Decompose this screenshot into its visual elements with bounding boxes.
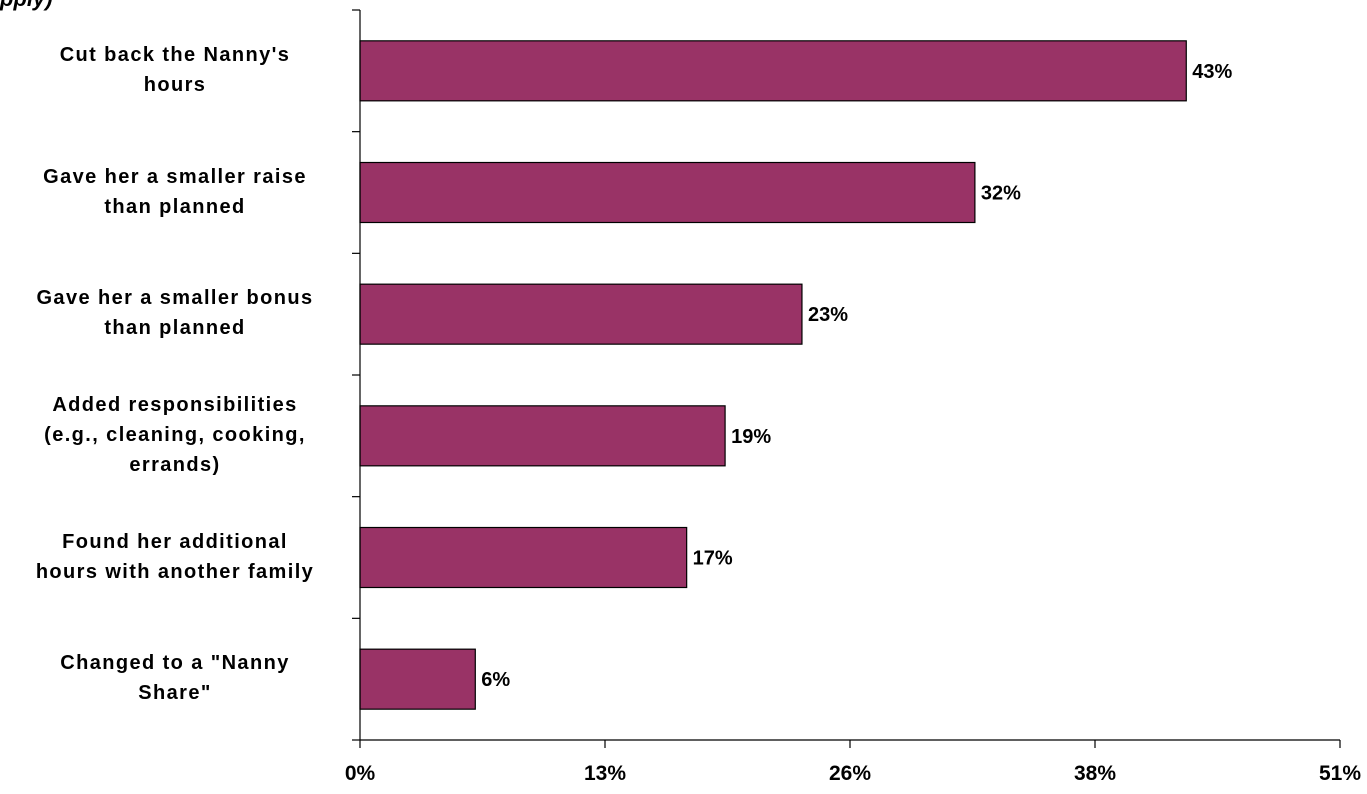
chart-title-fragment: pply): [0, 0, 100, 14]
bar-value-label: 17%: [693, 548, 733, 570]
bar: [359, 648, 476, 710]
bar: [359, 40, 1187, 102]
category-label-line: Changed to a "Nanny: [60, 652, 290, 675]
bar: [359, 283, 803, 345]
category-label: Found her additional hours with another f…: [0, 527, 350, 587]
category-label-line: hours with another family: [35, 560, 315, 583]
category-label-line: Found her additional: [62, 530, 288, 553]
x-tick-label: 13%: [584, 762, 626, 785]
category-label-line: than planned: [104, 195, 246, 218]
category-label-line: errands): [129, 453, 221, 476]
category-label: Added responsibilities (e.g., cleaning, c…: [0, 390, 350, 480]
category-label: Gave her a smaller bonus than planned: [0, 283, 350, 343]
x-tick-label: 38%: [1074, 762, 1116, 785]
category-label-line: Share": [138, 682, 212, 705]
category-label-line: Gave her a smaller raise: [43, 165, 307, 188]
category-label-line: hours: [143, 73, 207, 96]
bar-value-label: 43%: [1192, 61, 1232, 83]
bar-value-label: 6%: [481, 669, 510, 691]
category-label-line: Gave her a smaller bonus: [36, 287, 314, 310]
bar-value-label: 32%: [981, 183, 1021, 205]
bar: [359, 161, 976, 224]
category-label-line: Added responsibilities: [52, 393, 298, 416]
category-label-line: (e.g., cleaning, cooking,: [44, 423, 306, 446]
bar: [359, 405, 726, 467]
x-tick-label: 51%: [1319, 762, 1361, 785]
bar-value-label: 19%: [731, 426, 771, 448]
x-tick-label: 26%: [829, 762, 871, 785]
category-label: Cut back the Nanny's hours: [0, 40, 350, 100]
bar: [359, 526, 688, 589]
category-label: Changed to a "Nanny Share": [0, 648, 350, 708]
category-label-line: than planned: [104, 317, 246, 340]
x-tick-label: 0%: [345, 762, 376, 785]
bar-value-label: 23%: [808, 304, 848, 326]
category-label: Gave her a smaller raise than planned: [0, 162, 350, 222]
category-label-line: Cut back the Nanny's: [59, 43, 291, 66]
